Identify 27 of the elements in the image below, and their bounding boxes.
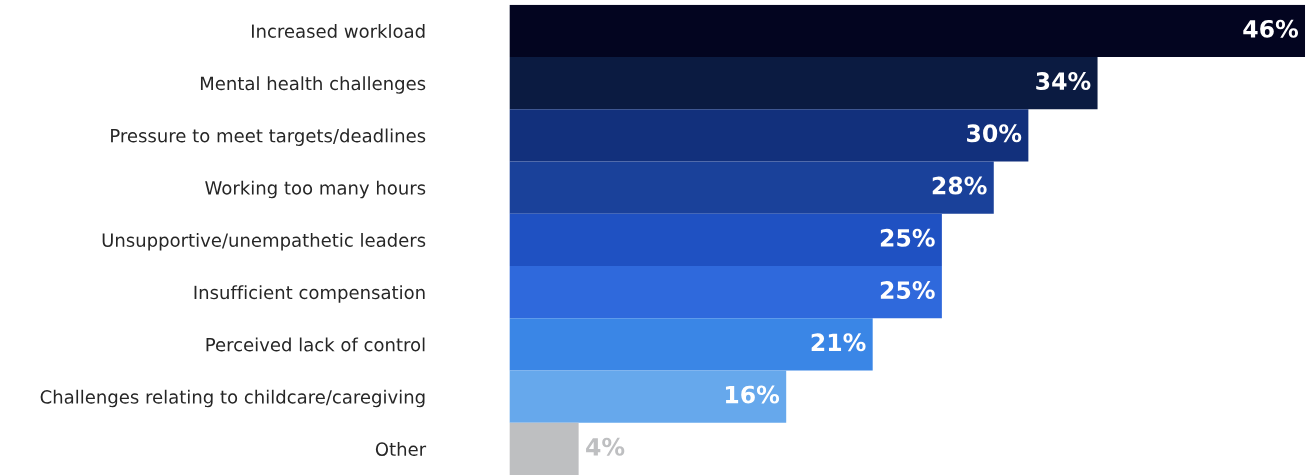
data-label: 16% (725, 385, 780, 404)
data-label: 25% (880, 228, 935, 247)
bar (509, 213, 942, 266)
bar (509, 370, 787, 423)
data-label: 21% (811, 333, 866, 352)
bar (509, 161, 994, 214)
data-label: 4% (586, 437, 625, 456)
bar (509, 422, 579, 475)
bar (509, 266, 942, 319)
y-tick-label: Mental health challenges (200, 76, 426, 94)
data-label: 25% (880, 281, 935, 299)
data-label: 28% (932, 176, 987, 195)
bar (509, 318, 873, 371)
bar (509, 57, 1098, 110)
data-label: 46% (1243, 19, 1298, 38)
y-tick-label: Perceived lack of control (206, 337, 425, 352)
y-tick-label: Pressure to meet targets/deadlines (111, 128, 426, 146)
data-label: 30% (967, 124, 1022, 143)
y-tick-label: Other (375, 442, 427, 456)
y-tick-label: Increased workload (252, 24, 425, 38)
y-tick-label: Working too many hours (205, 180, 426, 199)
y-tick-label: Unsupportive/unempathetic leaders (102, 233, 426, 251)
bar (509, 4, 1306, 57)
y-tick-label: Challenges relating to childcare/caregiving (40, 389, 425, 408)
data-label: 34% (1036, 72, 1091, 90)
y-tick-label: Insufficient compensation (194, 285, 425, 303)
bar (509, 109, 1029, 162)
